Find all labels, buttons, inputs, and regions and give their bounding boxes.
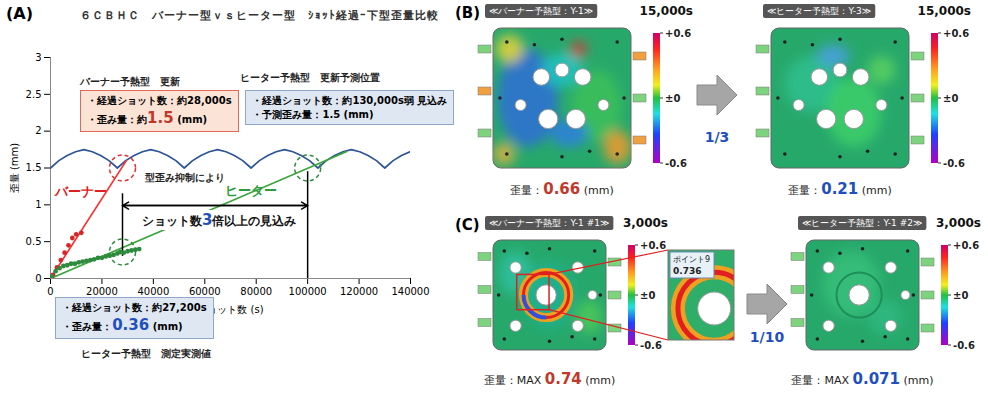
html-text:バーナー: バーナー [55,184,108,199]
html-text:ショット数3倍以上の見込み: ショット数3倍以上の見込み [142,211,297,230]
svg-text:歪量：MAX 0.071 (mm): 歪量：MAX 0.071 (mm) [791,370,933,388]
svg-text:+0.6: +0.6 [665,28,691,39]
svg-text:+0.6: +0.6 [943,28,969,39]
svg-text:2.5: 2.5 [26,89,42,100]
svg-text:3,000s: 3,000s [623,216,668,230]
svg-text:15,000s: 15,000s [918,4,971,18]
svg-text:(B): (B) [455,4,480,22]
svg-text:-0.6: -0.6 [943,158,965,169]
svg-text:3: 3 [35,52,41,63]
svg-text:2: 2 [35,125,41,136]
svg-text:(C): (C) [455,216,480,234]
svg-text:0.736: 0.736 [673,266,701,276]
svg-text:±0: ±0 [953,290,968,301]
svg-text:歪量 (mm): 歪量 (mm) [9,143,20,194]
svg-text:1.5: 1.5 [26,162,42,173]
svg-text:≪ヒーター予熱型：Y-3≫: ≪ヒーター予熱型：Y-3≫ [767,6,871,16]
svg-text:3,000s: 3,000s [936,216,981,230]
svg-text:0: 0 [35,273,41,284]
html-text:バーナー予熱型 更新: バーナー予熱型 更新 [80,76,181,88]
svg-text:0: 0 [47,286,53,297]
svg-text:1/3: 1/3 [705,129,730,145]
html-text:・歪み量：約1.5(mm): ・歪み量：約1.5(mm) [87,108,208,127]
html-text:６ＣＢＨＣ バーナー型ｖｓヒーター型 ｼｮｯﾄ経過ｰ下型歪量: ６ＣＢＨＣ バーナー型ｖｓヒーター型 ｼｮｯﾄ経過ｰ下型歪量比較 [80,9,439,22]
html-text:(A): (A) [6,4,33,23]
svg-text:+0.6: +0.6 [640,240,666,251]
html-text:ヒーター予熱型 更新予測位置: ヒーター予熱型 更新予測位置 [240,71,381,83]
svg-text:15,000s: 15,000s [640,4,693,18]
svg-text:+0.6: +0.6 [953,240,979,251]
svg-text:歪量：0.21 (mm): 歪量：0.21 (mm) [788,180,892,198]
svg-text:120000: 120000 [340,286,378,297]
svg-text:80000: 80000 [240,286,272,297]
svg-text:歪量：0.66 (mm): 歪量：0.66 (mm) [510,180,614,198]
svg-text:60000: 60000 [189,286,221,297]
svg-text:1: 1 [35,199,41,210]
svg-text:-0.6: -0.6 [953,340,975,351]
svg-text:1/10: 1/10 [750,329,785,345]
html-text:ヒーター予熱型 測定実測値: ヒーター予熱型 測定実測値 [80,348,211,359]
svg-text:0.5: 0.5 [26,236,42,247]
html-text:ヒーター: ヒーター [224,183,277,199]
html-text:型歪み抑制により: 型歪み抑制により [145,171,226,183]
svg-text:-0.6: -0.6 [665,158,687,169]
svg-text:±0: ±0 [665,93,680,104]
svg-text:140000: 140000 [391,286,429,297]
html-text:・経過ショット数：約28,000s: ・経過ショット数：約28,000s [87,95,232,107]
svg-text:±0: ±0 [943,93,958,104]
svg-text:20000: 20000 [86,286,118,297]
html-text:・経過ショット数：約27,200s: ・経過ショット数：約27,200s [62,302,207,314]
svg-text:100000: 100000 [289,286,327,297]
svg-text:歪量：MAX 0.74 (mm): 歪量：MAX 0.74 (mm) [484,370,616,388]
svg-text:≪バーナー予熱型：Y-1≫: ≪バーナー予熱型：Y-1≫ [489,6,593,16]
svg-text:±0: ±0 [640,290,655,301]
svg-text:ショット数 (s): ショット数 (s) [197,303,264,315]
html-text:・歪み量：0.36(mm): ・歪み量：0.36(mm) [62,315,183,334]
html-text:・経過ショット数：約130,000s弱 見込み: ・経過ショット数：約130,000s弱 見込み [252,95,448,107]
svg-text:≪バーナー予熱型：Y-1 #1≫: ≪バーナー予熱型：Y-1 #1≫ [489,218,609,228]
html-text:・予測歪み量：1.5 (mm): ・予測歪み量：1.5 (mm) [252,108,374,120]
svg-text:40000: 40000 [137,286,169,297]
svg-text:-0.6: -0.6 [640,340,662,351]
svg-text:≪ヒーター予熱型：Y-1 #2≫: ≪ヒーター予熱型：Y-1 #2≫ [802,218,922,228]
svg-text:ポイント9: ポイント9 [673,255,710,264]
